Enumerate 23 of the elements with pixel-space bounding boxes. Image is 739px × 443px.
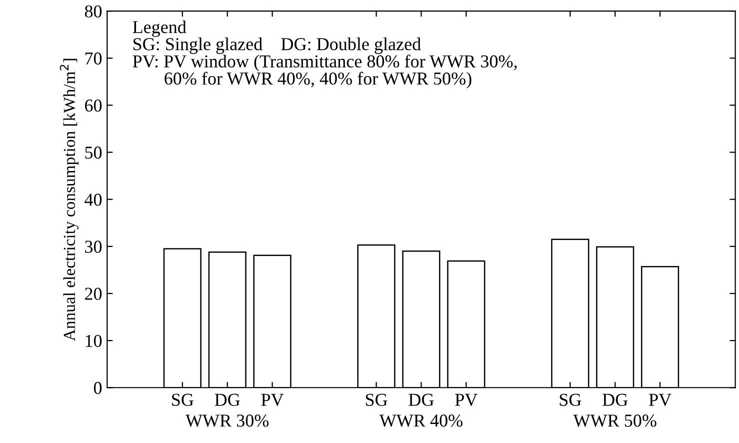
series-label: DG [214, 394, 240, 406]
y-tick-label: 60 [85, 99, 102, 112]
x-tick-label: WWR 50% [573, 414, 656, 427]
y-tick-label: 30 [85, 240, 102, 253]
y-tick-label: 70 [85, 52, 102, 65]
y-tick-label: 10 [86, 334, 102, 347]
series-label: PV [261, 394, 284, 406]
text: SG [560, 394, 582, 406]
text: PV [455, 394, 478, 406]
annotation: Legend SG: Single glazed DG: Double glazed PV: PV window (Transmittance 80% for WWR 30%, 60% for WWR 40%, 40% for WWR 50%) [132, 20, 517, 88]
y-tick-label: 0 [94, 382, 102, 394]
y-tick-label: 40 [84, 194, 102, 206]
x-tick-label: WWR 40% [379, 414, 462, 427]
text: DG [408, 394, 434, 406]
y-tick-label: 20 [85, 288, 102, 300]
text: PV [649, 394, 672, 406]
y-tick-label: 80 [84, 5, 102, 18]
y-tick-label: 50 [85, 146, 102, 159]
series-label: SG [172, 394, 194, 406]
text: DG [602, 394, 628, 406]
y-axis-title: Annual electricity consumption [kWh/m$^{2}$] [60, 58, 78, 341]
x-tick-label: WWR 30% [186, 414, 269, 427]
text: SG [366, 394, 388, 406]
